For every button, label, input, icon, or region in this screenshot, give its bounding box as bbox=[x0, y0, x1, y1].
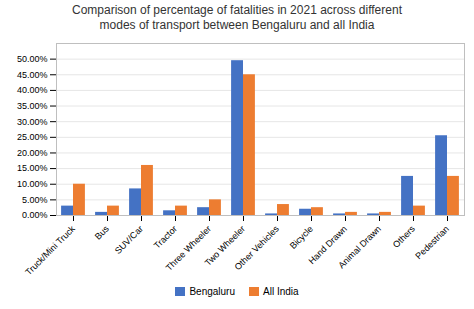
html-text:All India: All India bbox=[263, 286, 299, 297]
html-text:Bengaluru: Bengaluru bbox=[189, 286, 235, 297]
svg-text:20.00%: 20.00% bbox=[17, 148, 48, 158]
html-text:Comparison of percentage of fa: Comparison of percentage of fatalities i… bbox=[72, 3, 402, 32]
svg-text:Pedestrian: Pedestrian bbox=[413, 224, 450, 261]
svg-text:35.00%: 35.00% bbox=[17, 101, 48, 111]
svg-text:Tractor: Tractor bbox=[152, 224, 179, 251]
svg-text:30.00%: 30.00% bbox=[17, 117, 48, 127]
svg-text:Two Wheeler: Two Wheeler bbox=[202, 223, 247, 268]
svg-text:5.00%: 5.00% bbox=[22, 195, 48, 205]
svg-text:Three Wheeler: Three Wheeler bbox=[164, 224, 213, 273]
svg-text:Hand Drawn: Hand Drawn bbox=[306, 223, 349, 267]
svg-text:Bus: Bus bbox=[93, 223, 111, 241]
svg-text:Others: Others bbox=[391, 223, 418, 250]
svg-text:0.00%: 0.00% bbox=[22, 210, 48, 220]
svg-text:Other Vehicles: Other Vehicles bbox=[232, 223, 281, 272]
svg-text:Bicycle: Bicycle bbox=[288, 224, 315, 251]
svg-text:10.00%: 10.00% bbox=[17, 179, 48, 189]
svg-text:25.00%: 25.00% bbox=[17, 132, 48, 142]
svg-text:Truck/Mini Truck: Truck/Mini Truck bbox=[23, 223, 77, 277]
svg-text:Animal Drawn: Animal Drawn bbox=[336, 224, 383, 271]
svg-text:50.00%: 50.00% bbox=[17, 54, 48, 64]
svg-text:40.00%: 40.00% bbox=[17, 85, 48, 95]
svg-text:SUV/Car: SUV/Car bbox=[113, 224, 145, 256]
svg-text:15.00%: 15.00% bbox=[17, 163, 48, 173]
svg-text:45.00%: 45.00% bbox=[17, 70, 48, 80]
